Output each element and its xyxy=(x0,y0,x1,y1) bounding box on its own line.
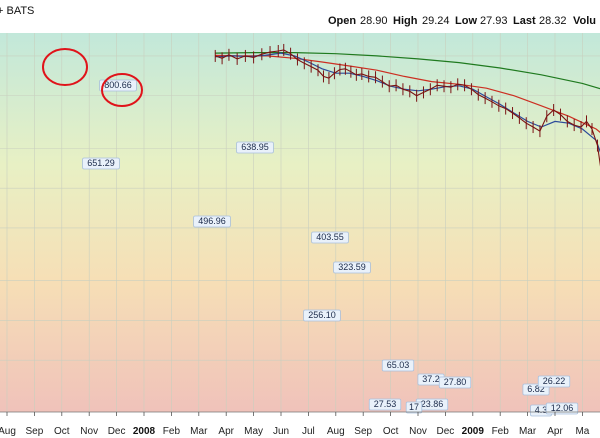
x-tick-label: Mar xyxy=(190,426,208,437)
symbol-label: + BATS xyxy=(0,5,34,17)
data-label: 256.10 xyxy=(303,309,341,322)
data-label-text: 638.95 xyxy=(241,142,269,152)
high-value: 29.24 xyxy=(422,15,450,27)
series-line-price-bars xyxy=(215,49,600,167)
data-label: 27.80 xyxy=(438,376,472,389)
data-label-box xyxy=(537,375,571,388)
x-tick-label: Nov xyxy=(409,426,427,437)
data-label-text: 496.96 xyxy=(198,216,226,226)
open-label: Open xyxy=(328,15,356,27)
data-label-text: 323.59 xyxy=(338,262,366,272)
data-label-text: 37.2 xyxy=(422,374,440,384)
data-label-text: 23.86 xyxy=(421,399,444,409)
x-tick-label: Oct xyxy=(383,426,399,437)
data-label: 65.03 xyxy=(381,359,415,372)
data-label-layer: 800.66 651.29 638.95 496.96 403.55 323.59 256.… xyxy=(82,79,579,417)
data-label-box xyxy=(545,402,579,415)
data-label-text: 17 xyxy=(409,402,419,412)
x-tick-label: Oct xyxy=(54,426,70,437)
highlight-circle xyxy=(42,48,88,86)
data-label-text: 65.03 xyxy=(387,360,410,370)
grid-lines xyxy=(0,33,600,412)
highlight-circle-layer xyxy=(42,48,143,107)
x-tick-label: Apr xyxy=(218,426,234,437)
data-label-box xyxy=(99,79,137,92)
data-label: 26.22 xyxy=(537,375,571,388)
data-label-text: 256.10 xyxy=(308,310,336,320)
data-label: 800.66 xyxy=(99,79,137,92)
data-label-text: 800.66 xyxy=(104,80,132,90)
x-tick-label: Ma xyxy=(575,426,589,437)
highlight-circle xyxy=(101,73,143,107)
x-tick-label: Sep xyxy=(26,426,44,437)
x-tick-label: Aug xyxy=(0,426,16,437)
high-label: High xyxy=(393,15,418,27)
x-tick-label: Feb xyxy=(163,426,181,437)
data-label-box xyxy=(303,309,341,322)
data-label-text: 27.80 xyxy=(444,377,467,387)
volume-label: Volu xyxy=(573,15,596,27)
x-tick-label: Nov xyxy=(80,426,98,437)
data-label: 638.95 xyxy=(236,141,274,154)
data-label-box xyxy=(438,376,472,389)
last-value: 28.32 xyxy=(539,15,567,27)
data-label: 496.96 xyxy=(193,215,231,228)
data-label-text: 12.06 xyxy=(551,403,574,413)
data-label: 403.55 xyxy=(311,231,349,244)
data-label: 27.53 xyxy=(368,398,402,411)
data-label: 323.59 xyxy=(333,261,371,274)
x-tick-label: Mar xyxy=(519,426,537,437)
x-tick-label: Sep xyxy=(354,426,372,437)
data-label-text: 6.82 xyxy=(527,384,545,394)
x-tick-label: Jun xyxy=(273,426,289,437)
data-label-text: 4.3 xyxy=(535,405,548,415)
data-label-text: 26.22 xyxy=(543,376,566,386)
last-label: Last xyxy=(513,15,536,27)
data-label-box xyxy=(82,157,120,170)
x-tick-label: Feb xyxy=(492,426,510,437)
x-tick-label: Apr xyxy=(547,426,563,437)
series-line-medium-moving-average xyxy=(215,54,600,133)
data-label-box xyxy=(381,359,415,372)
data-label: 651.29 xyxy=(82,157,120,170)
data-label-box xyxy=(405,401,423,414)
x-axis: Aug Sep Oct Nov Dec 2008 Feb Mar Apr May Jun Jul Aug… xyxy=(0,411,600,437)
plot-background xyxy=(0,33,600,412)
data-label-text: 27.53 xyxy=(374,399,397,409)
data-label-box xyxy=(193,215,231,228)
x-tick-label: 2009 xyxy=(462,426,485,437)
data-label-box xyxy=(236,141,274,154)
open-value: 28.90 xyxy=(360,15,388,27)
data-label-text: 651.29 xyxy=(87,158,115,168)
data-label-box xyxy=(368,398,402,411)
x-tick-label: Dec xyxy=(437,426,455,437)
data-label: 12.06 xyxy=(545,402,579,415)
data-label-text: 403.55 xyxy=(316,232,344,242)
low-label: Low xyxy=(455,15,477,27)
x-tick-label: Jul xyxy=(302,426,315,437)
data-label-box xyxy=(333,261,371,274)
x-tick-label: Dec xyxy=(108,426,126,437)
series-line-long-moving-average xyxy=(215,51,600,90)
x-tick-label: 2008 xyxy=(133,426,156,437)
data-label-box xyxy=(311,231,349,244)
data-label: 17 xyxy=(405,401,423,414)
series-line-short-moving-average xyxy=(215,52,600,153)
x-tick-label: Aug xyxy=(327,426,345,437)
series-layer xyxy=(214,43,600,167)
low-value: 27.93 xyxy=(480,15,508,27)
x-tick-label: May xyxy=(244,426,263,437)
